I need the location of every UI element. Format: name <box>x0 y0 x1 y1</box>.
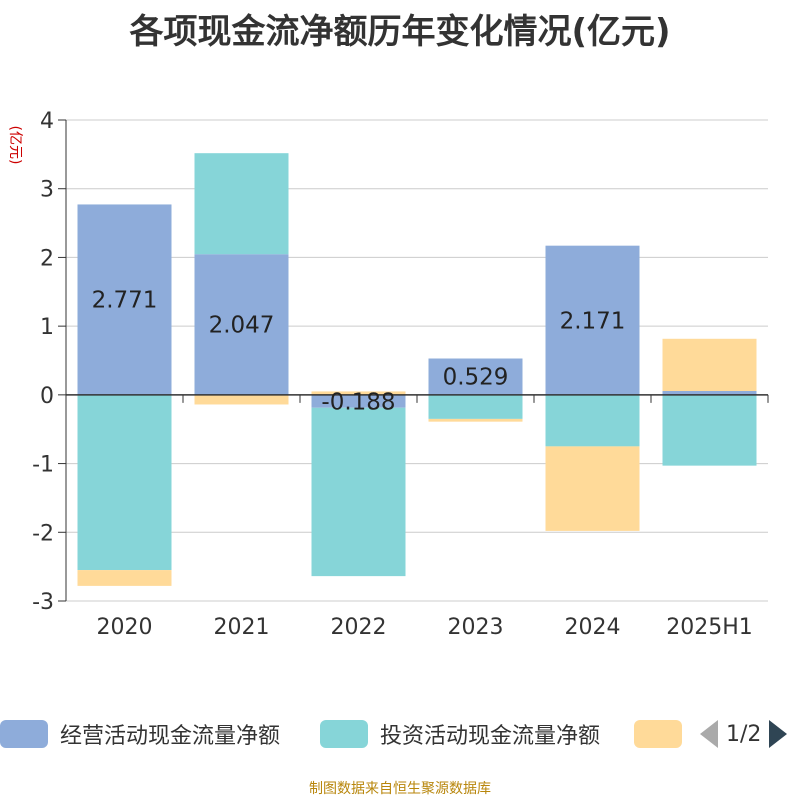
bar-2020-series-0 <box>77 204 172 395</box>
y-tick-label: 3 <box>40 178 54 203</box>
legend-prev-arrow-icon[interactable] <box>700 720 718 748</box>
legend-swatch-investing <box>320 720 368 748</box>
legend-item-operating[interactable]: 经营活动现金流量净额 <box>0 712 280 756</box>
x-tick-label-2023: 2023 <box>448 615 504 640</box>
y-tick-label: 1 <box>40 315 54 340</box>
bar-2021-series-2 <box>194 394 289 405</box>
x-tick-label-2020: 2020 <box>97 615 153 640</box>
data-label-2020: 2.771 <box>92 288 158 314</box>
bar-2025H1-series-2 <box>662 338 757 392</box>
grid-lines <box>66 119 768 602</box>
data-label-2021: 2.047 <box>209 313 275 339</box>
legend-swatch-financing <box>634 720 682 748</box>
legend-label-operating: 经营活动现金流量净额 <box>60 724 281 749</box>
legend-next-arrow-icon[interactable] <box>769 720 788 748</box>
bar-2022-series-1 <box>311 407 406 577</box>
legend-swatch-operating <box>0 720 48 748</box>
bar-2025H1-series-0 <box>662 391 757 395</box>
y-tick-label: 4 <box>40 109 54 134</box>
axes: 4 3 2 1 0 -1 -2 -3 2020 2021 2022 2023 2024 2025H1 <box>32 109 769 640</box>
y-tick-label: -2 <box>32 521 54 546</box>
x-tick-label-2021: 2021 <box>214 615 270 640</box>
data-label-2022: -0.188 <box>321 389 395 415</box>
data-label-2024: 2.171 <box>560 308 626 334</box>
legend-item-investing[interactable]: 投资活动现金流量净额 <box>320 712 600 756</box>
x-tick-label-2022: 2022 <box>331 615 387 640</box>
x-tick-label-2024: 2024 <box>565 615 621 640</box>
bar-2022-series-2 <box>311 391 406 395</box>
bar-2025H1-series-1 <box>662 394 757 466</box>
bars <box>77 153 757 586</box>
bar-2024-series-1 <box>545 394 640 447</box>
legend-label-investing: 投资活动现金流量净额 <box>380 724 601 749</box>
legend-page-indicator: 1/2 <box>726 721 762 747</box>
bar-2023-series-1 <box>428 394 523 419</box>
chart-title: 各项现金流净额历年变化情况(亿元) <box>129 12 671 52</box>
bar-2021-series-0 <box>194 254 289 395</box>
y-tick-label: 0 <box>40 384 54 409</box>
data-labels: 2.771 2.047 -0.188 0.529 2.171 <box>92 288 626 416</box>
bar-2024-series-0 <box>545 245 640 395</box>
bar-2023-series-2 <box>428 418 523 422</box>
y-tick-label: -3 <box>32 590 54 615</box>
data-label-2023: 0.529 <box>443 365 509 391</box>
bar-2021-series-1 <box>194 153 289 255</box>
x-tick-label-2025H1: 2025H1 <box>666 615 753 640</box>
legend: 经营活动现金流量净额 投资活动现金流量净额 1/2 <box>0 712 800 756</box>
bar-2024-series-2 <box>545 446 640 531</box>
chart: 4 3 2 1 0 -1 -2 -3 2020 2021 2022 2023 2024 2025H1 2.… <box>7 109 769 640</box>
bar-2022-series-0 <box>311 394 406 408</box>
legend-item-financing[interactable] <box>634 712 694 756</box>
y-axis-label: (亿元) <box>7 126 23 165</box>
y-tick-label: -1 <box>32 453 54 478</box>
bar-2020-series-2 <box>77 570 172 586</box>
bar-2023-series-0 <box>428 358 523 395</box>
y-tick-label: 2 <box>40 246 54 271</box>
source-note: 制图数据来自恒生聚源数据库 <box>309 781 491 797</box>
bar-2020-series-1 <box>77 394 172 571</box>
legend-pager: 1/2 <box>700 712 788 756</box>
